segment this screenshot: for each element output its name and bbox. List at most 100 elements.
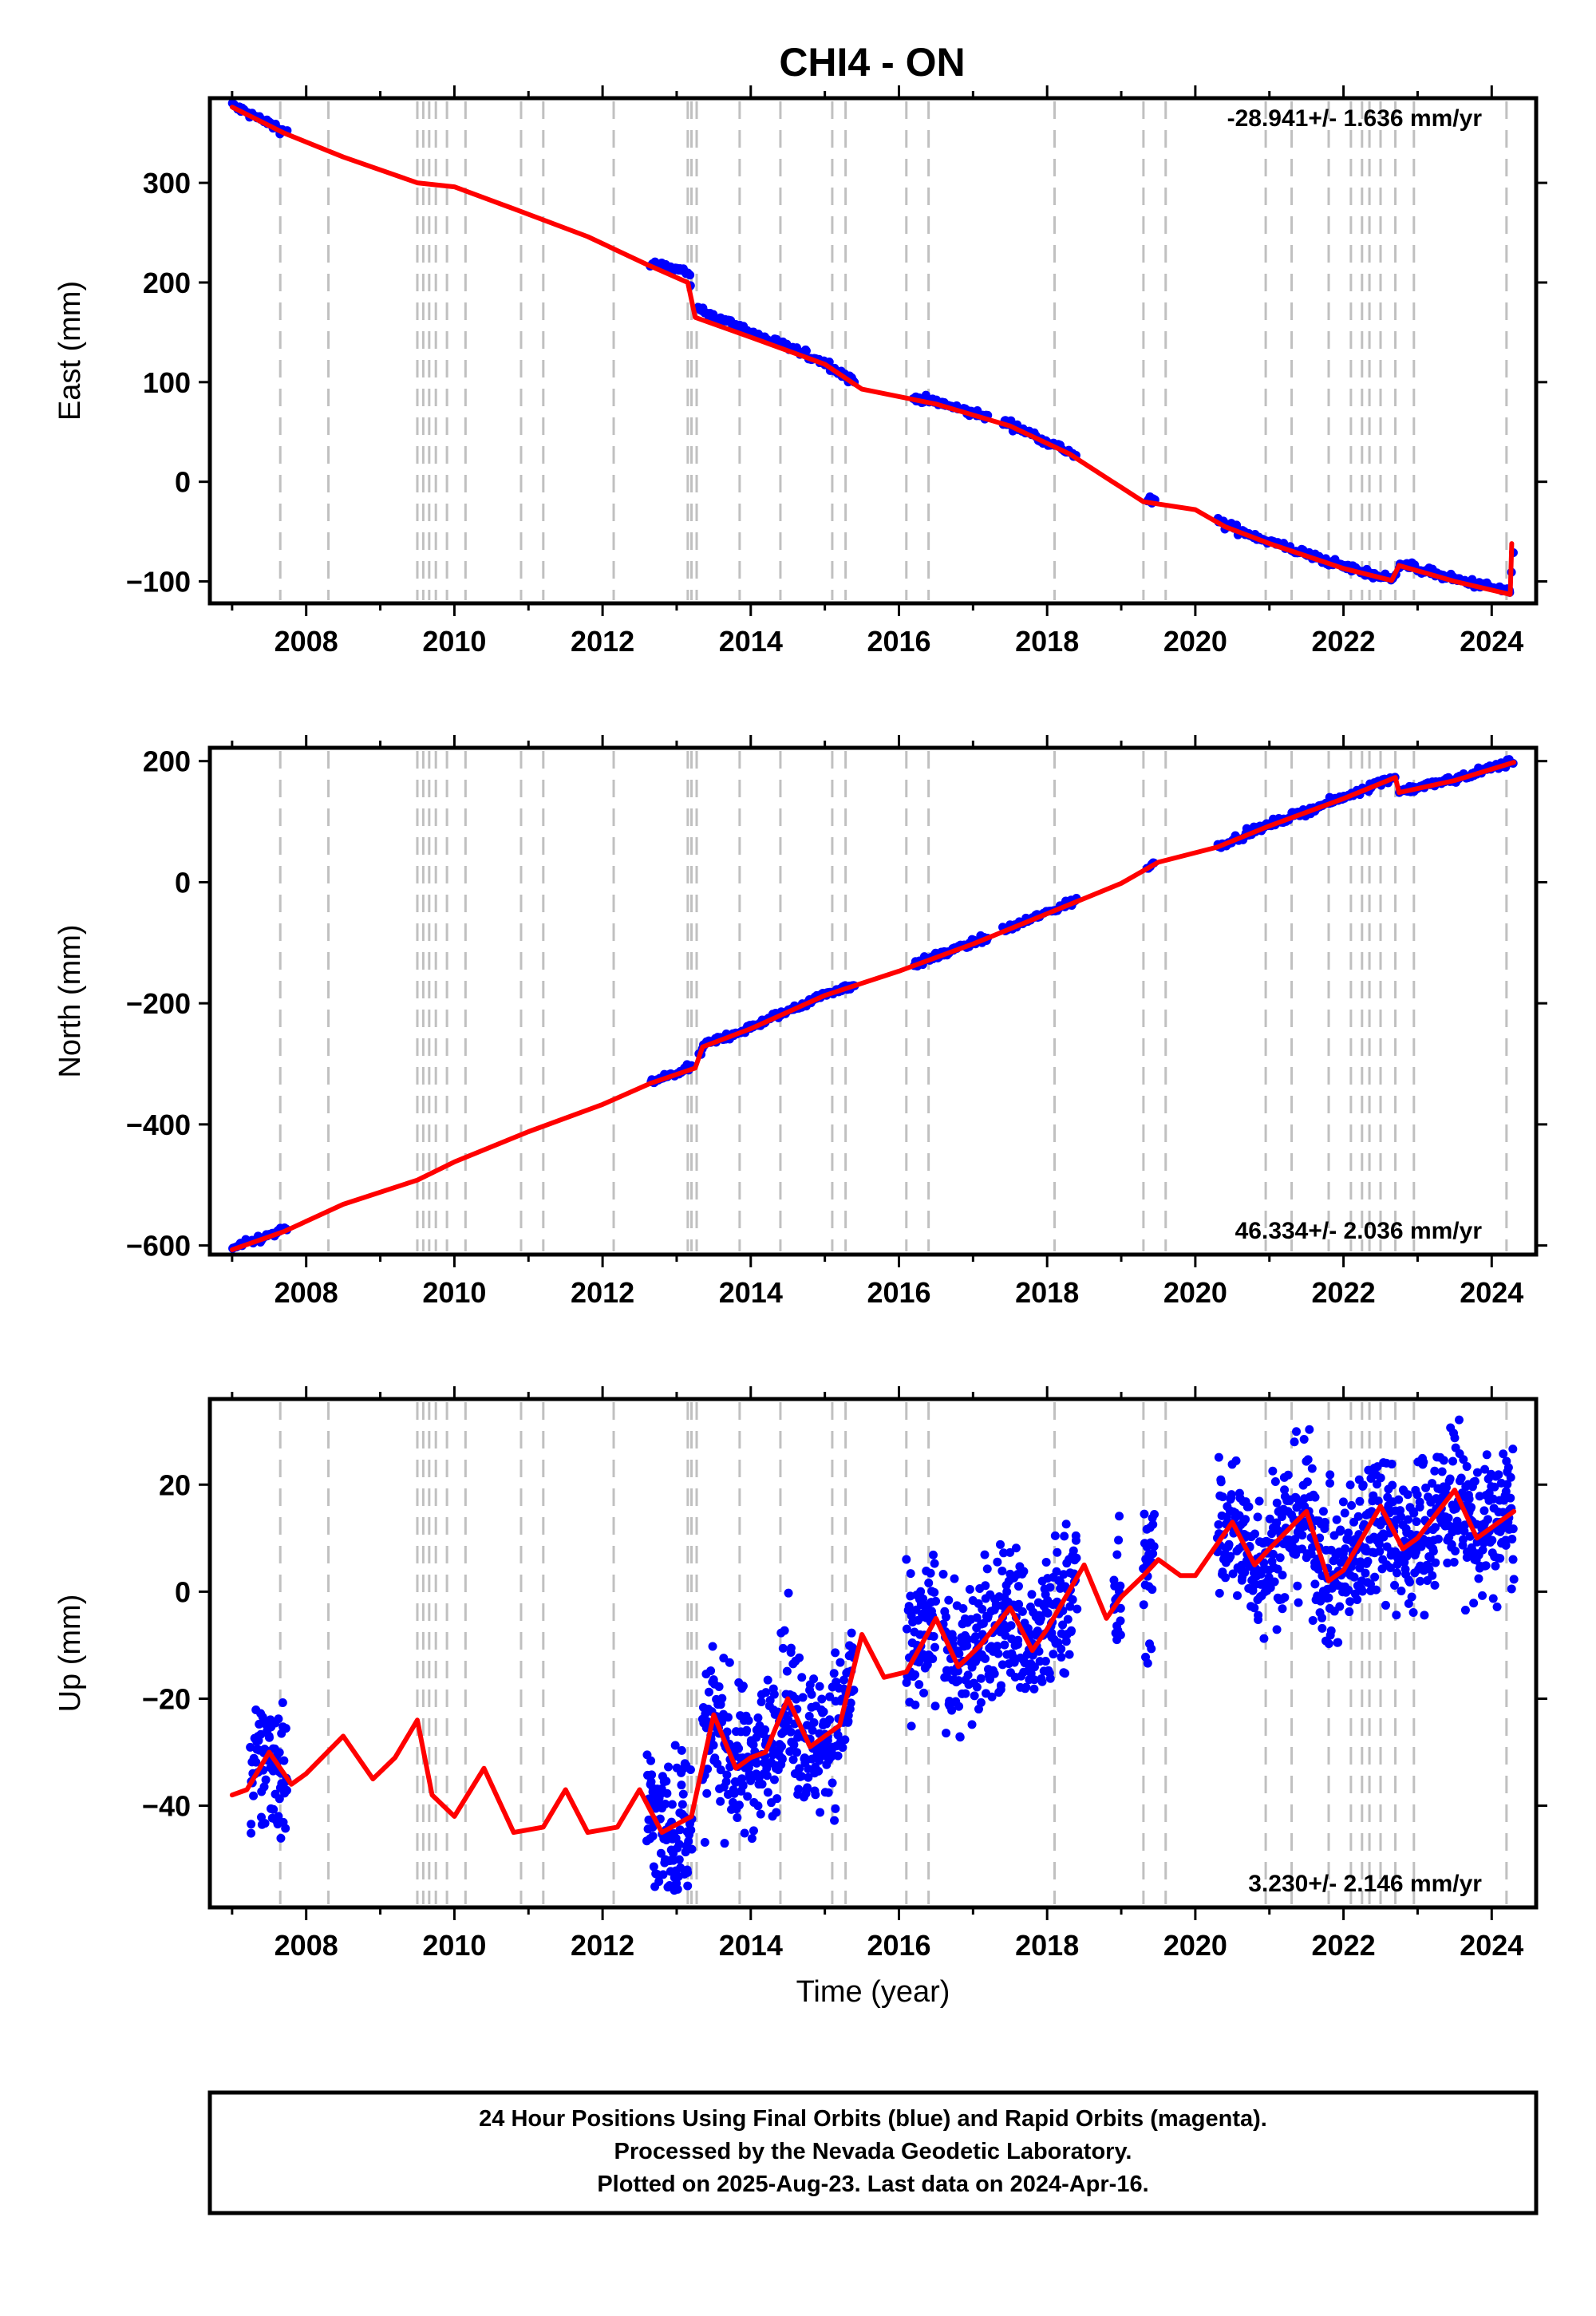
observation-point <box>785 1747 795 1757</box>
observation-point <box>1283 1470 1293 1480</box>
observation-point <box>981 1654 990 1663</box>
observation-point <box>1454 1415 1464 1425</box>
observation-point <box>817 1694 827 1704</box>
observation-point <box>1036 1614 1045 1623</box>
observation-point <box>1069 1546 1078 1555</box>
y-tick-label: 100 <box>143 366 191 399</box>
observation-point <box>753 1713 763 1723</box>
observation-point <box>1041 1657 1050 1666</box>
observation-point <box>931 1596 941 1606</box>
observation-point <box>794 1784 804 1794</box>
observation-point <box>807 1690 816 1699</box>
observation-point <box>1462 1553 1472 1563</box>
observation-point <box>1487 1535 1497 1545</box>
observation-point <box>778 1643 788 1653</box>
observation-point <box>1466 1504 1476 1513</box>
observation-point <box>798 1693 808 1702</box>
observation-point <box>760 1725 770 1734</box>
observation-point <box>1341 1544 1350 1554</box>
observation-point <box>1339 1554 1349 1563</box>
x-tick-label: 2014 <box>719 625 783 658</box>
observation-point <box>847 1628 856 1638</box>
observation-point <box>976 1674 986 1683</box>
observation-point <box>1373 1480 1382 1489</box>
y-axis-label: North (mm) <box>53 924 87 1077</box>
observation-point <box>1045 1674 1055 1683</box>
observation-point <box>685 1765 695 1775</box>
observation-point <box>752 1758 761 1768</box>
y-tick-label: 0 <box>175 1575 191 1608</box>
observation-point <box>1116 1630 1125 1640</box>
y-axis: −600 −400 −200 0 200 <box>126 745 1547 1263</box>
observation-point <box>1388 1480 1397 1490</box>
observation-point <box>825 1715 835 1725</box>
observation-point <box>675 1825 685 1835</box>
observation-point <box>981 1581 990 1591</box>
observation-point <box>1412 1517 1421 1527</box>
observation-point <box>684 1836 693 1846</box>
observation-point <box>716 1796 725 1806</box>
observation-point <box>1310 1492 1320 1502</box>
x-tick-label: 2024 <box>1460 625 1523 658</box>
y-tick-label: 0 <box>175 466 191 499</box>
observation-point <box>1503 1480 1512 1489</box>
observation-point <box>1503 1463 1513 1472</box>
observation-point <box>1259 1634 1269 1643</box>
y-axis-label: Up (mm) <box>53 1595 87 1713</box>
observation-point <box>274 1812 283 1821</box>
observation-point <box>1060 1669 1069 1678</box>
observation-point <box>983 1613 993 1622</box>
observation-point <box>1478 1591 1487 1600</box>
observation-point <box>961 1689 970 1698</box>
observation-point <box>1404 1599 1413 1608</box>
observation-point <box>1320 1517 1329 1527</box>
observation-point <box>677 1780 686 1790</box>
x-axis: 2008 2010 2012 2014 2016 2018 2020 2022 2024 <box>231 735 1523 1309</box>
observation-point <box>1363 1556 1373 1566</box>
observation-point <box>993 1642 1002 1651</box>
observation-point <box>1335 1602 1345 1611</box>
observation-point <box>757 1697 766 1706</box>
x-tick-label: 2010 <box>422 625 486 658</box>
observation-point <box>1045 1583 1055 1592</box>
observation-point <box>1017 1607 1027 1616</box>
observation-point <box>963 1634 973 1644</box>
figure-title: CHI4 - ON <box>779 40 965 85</box>
observation-point <box>1324 1593 1333 1603</box>
observation-point <box>1456 1473 1466 1483</box>
observation-point <box>721 1777 731 1786</box>
observation-point <box>849 1686 859 1695</box>
observation-point <box>1071 1535 1080 1545</box>
observation-point <box>1333 1638 1343 1647</box>
observation-point <box>1228 1569 1238 1579</box>
observation-point <box>777 1754 787 1764</box>
observation-point <box>1478 1545 1487 1555</box>
observation-point <box>954 1649 964 1658</box>
y-axis: −40 −20 0 20 <box>142 1468 1547 1823</box>
observation-point <box>1340 1508 1349 1518</box>
observation-point <box>1114 1535 1124 1545</box>
observation-point <box>1409 1508 1419 1518</box>
observation-point <box>954 1701 964 1711</box>
observation-point <box>987 1692 997 1701</box>
observation-point <box>1371 1585 1381 1595</box>
x-tick-label: 2022 <box>1312 1276 1376 1309</box>
observation-point <box>648 1832 658 1841</box>
observation-point <box>1057 1644 1066 1654</box>
observation-point <box>1353 1595 1362 1604</box>
observation-point <box>279 1756 289 1765</box>
observation-point <box>1491 1561 1500 1571</box>
observation-point <box>1499 1449 1508 1459</box>
observation-point <box>1280 1485 1290 1495</box>
x-tick-label: 2014 <box>719 1276 783 1309</box>
observation-point <box>1029 1684 1039 1694</box>
observation-point <box>276 1833 286 1843</box>
observation-point <box>1396 1587 1406 1596</box>
observation-point <box>674 1840 684 1849</box>
observation-point <box>249 1791 259 1800</box>
observation-point <box>259 1782 269 1792</box>
observation-point <box>804 1711 814 1721</box>
observation-point <box>1345 1480 1355 1490</box>
observation-point <box>733 1812 742 1822</box>
